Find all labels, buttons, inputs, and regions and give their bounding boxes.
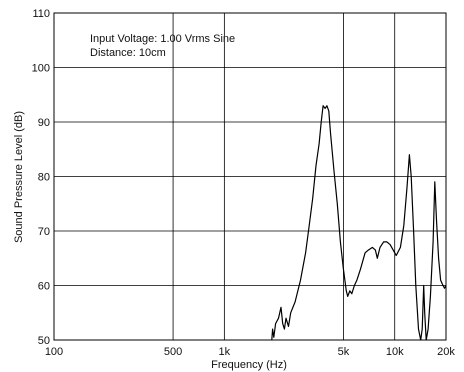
x-tick-label: 10k — [386, 346, 404, 358]
x-tick-label: 1k — [219, 346, 231, 358]
y-tick-label: 50 — [38, 335, 50, 347]
y-tick-label: 90 — [38, 117, 50, 129]
y-tick-label: 80 — [38, 172, 50, 184]
x-axis-label: Frequency (Hz) — [211, 359, 287, 371]
response-curve — [271, 105, 447, 341]
x-tick-label: 20k — [437, 346, 455, 358]
x-tick-labels: 100 500 1k 5k 10k 20k — [45, 346, 456, 358]
annotation-input-voltage: Input Voltage: 1.00 Vrms Sine — [90, 33, 235, 45]
annotation-distance: Distance: 10cm — [90, 47, 166, 59]
y-tick-label: 70 — [38, 226, 50, 238]
y-tick-labels: 50 60 70 80 90 100 110 — [32, 8, 50, 347]
x-tick-label: 5k — [338, 346, 350, 358]
y-tick-label: 110 — [32, 8, 50, 20]
y-tick-label: 100 — [32, 63, 50, 75]
plot-frame — [53, 12, 447, 341]
grid-layer — [54, 13, 446, 340]
y-tick-label: 60 — [38, 281, 50, 293]
x-tick-label: 500 — [164, 346, 182, 358]
y-axis-label: Sound Pressure Level (dB) — [13, 111, 25, 243]
x-tick-label: 100 — [45, 346, 63, 358]
